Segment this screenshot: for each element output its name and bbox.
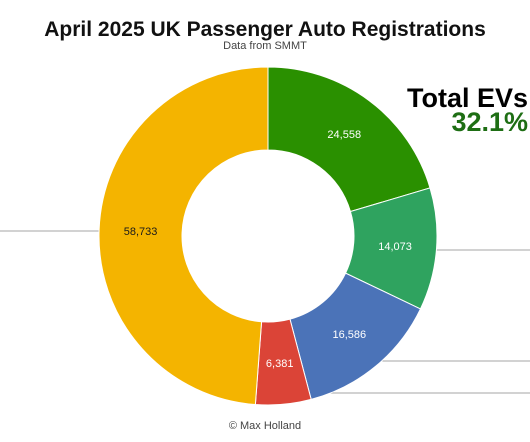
donut-slice bbox=[267, 66, 431, 213]
slice-value-label: 14,073 bbox=[378, 241, 412, 253]
total-evs-title: Total EVs bbox=[407, 83, 528, 113]
slice-value-label: 58,733 bbox=[124, 226, 158, 238]
slice-value-label: 16,586 bbox=[332, 329, 366, 341]
slice-value-label: 24,558 bbox=[327, 129, 361, 141]
donut-slices bbox=[98, 66, 438, 406]
chart-credit: © Max Holland bbox=[229, 420, 301, 432]
slice-labels: 24,558 14,073 16,586 6,381 58,733 bbox=[124, 129, 412, 370]
donut-slice bbox=[98, 66, 269, 406]
chart-title: April 2025 UK Passenger Auto Registratio… bbox=[44, 18, 486, 41]
slice-value-label: 6,381 bbox=[266, 358, 294, 370]
chart-subtitle: Data from SMMT bbox=[223, 40, 307, 52]
total-evs-value: 32.1% bbox=[451, 107, 528, 137]
